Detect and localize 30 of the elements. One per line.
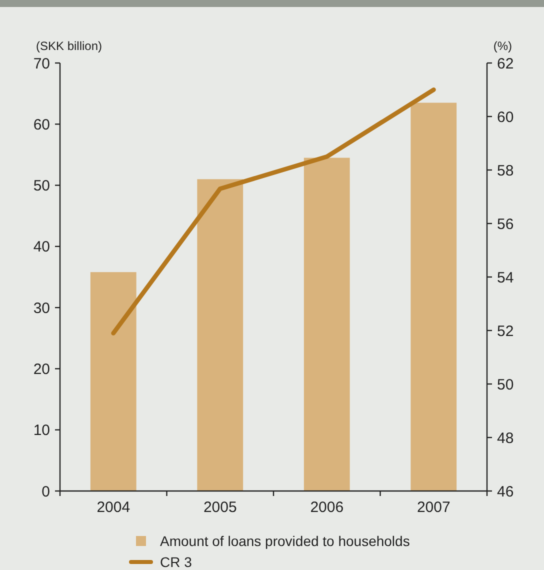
y-tick-label: 30 [33,300,50,317]
y-tick-label: 20 [33,360,50,378]
y2-axis-title: (%) [493,39,512,53]
y2-tick-label: 62 [497,55,514,72]
legend-label: CR 3 [160,554,192,570]
y-axis-title: (SKK billion) [36,39,102,53]
bar [197,179,244,491]
x-tick-label: 2004 [96,499,130,516]
y2-tick-label: 52 [497,322,514,340]
legend-label: Amount of loans provided to households [160,532,410,549]
bar [304,158,350,491]
y-tick-label: 10 [33,422,50,440]
y-tick-label: 0 [42,483,50,500]
y2-tick-label: 48 [497,430,514,447]
y-tick-label: 50 [33,178,50,195]
y-tick-label: 60 [33,116,50,134]
bar [90,272,136,491]
y2-tick-label: 54 [497,269,514,286]
bar [410,102,457,491]
y2-tick-label: 46 [497,483,514,500]
y2-tick-label: 58 [497,162,514,180]
y-tick-label: 40 [33,238,50,256]
y2-tick-label: 56 [497,216,514,233]
y2-tick-label: 50 [497,376,514,394]
x-tick-label: 2005 [203,499,237,516]
line-series [111,88,436,336]
x-tick-label: 2007 [416,499,450,516]
y2-tick-label: 60 [497,108,514,126]
x-tick-label: 2006 [310,499,344,516]
y-tick-label: 70 [33,55,50,72]
